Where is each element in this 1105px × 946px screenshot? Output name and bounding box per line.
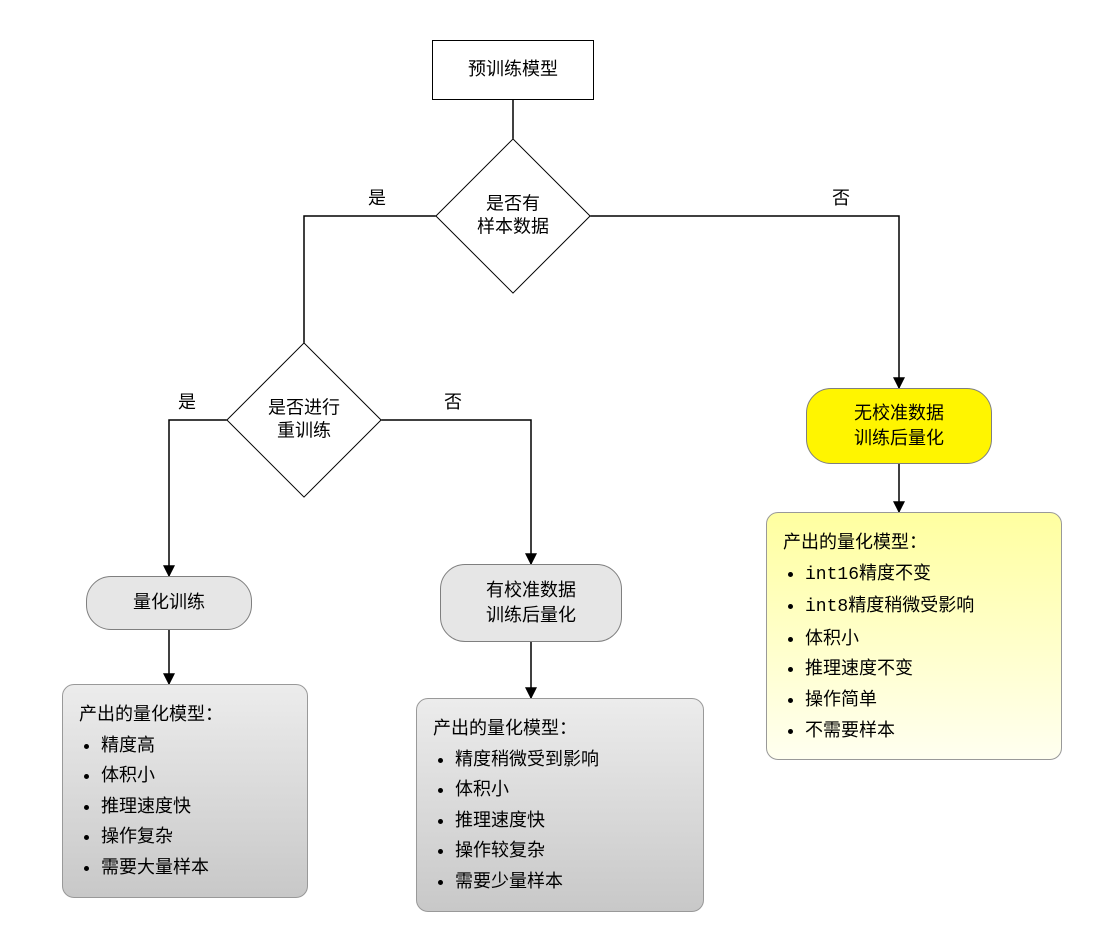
list-item: 体积小 (805, 623, 1045, 654)
node-decision-1-label: 是否有 样本数据 (477, 193, 549, 240)
list-item: 推理速度快 (101, 791, 291, 822)
list-item: 推理速度快 (455, 805, 687, 836)
edge (568, 216, 899, 388)
node-quant-training: 量化训练 (86, 576, 252, 630)
list-item: 体积小 (455, 774, 687, 805)
edge-label-no1: 否 (832, 184, 850, 210)
list-item: 需要少量样本 (455, 866, 687, 897)
infobox-calibrated-ptq: 产出的量化模型： 精度稍微受到影响体积小推理速度快操作较复杂需要少量样本 (416, 698, 704, 912)
node-decision-2: 是否进行 重训练 (249, 365, 359, 475)
node-quant-training-label: 量化训练 (133, 590, 205, 615)
node-start: 预训练模型 (432, 40, 594, 100)
node-calibrated-ptq-label: 有校准数据 训练后量化 (486, 578, 576, 628)
infobox-title: 产出的量化模型： (433, 713, 687, 744)
edge (169, 420, 249, 576)
list-item: int8精度稍微受影响 (805, 590, 1045, 623)
edge (359, 420, 531, 564)
flowchart-canvas: 预训练模型 是否有 样本数据 是否进行 重训练 量化训练 有校准数据 训练后量化… (0, 0, 1105, 946)
infobox-title: 产出的量化模型： (783, 527, 1045, 558)
list-item: 操作较复杂 (455, 835, 687, 866)
infobox-list: 精度稍微受到影响体积小推理速度快操作较复杂需要少量样本 (433, 744, 687, 897)
list-item: 操作复杂 (101, 821, 291, 852)
infobox-quant-training: 产出的量化模型： 精度高体积小推理速度快操作复杂需要大量样本 (62, 684, 308, 898)
list-item: 不需要样本 (805, 715, 1045, 746)
edge (304, 216, 458, 363)
infobox-list: 精度高体积小推理速度快操作复杂需要大量样本 (79, 730, 291, 883)
list-item: 推理速度不变 (805, 653, 1045, 684)
node-start-label: 预训练模型 (468, 57, 558, 82)
infobox-list: int16精度不变int8精度稍微受影响体积小推理速度不变操作简单不需要样本 (783, 558, 1045, 746)
node-decision-2-label: 是否进行 重训练 (268, 397, 340, 444)
list-item: 体积小 (101, 760, 291, 791)
list-item: 需要大量样本 (101, 852, 291, 883)
list-item: int16精度不变 (805, 558, 1045, 591)
node-decision-1: 是否有 样本数据 (458, 161, 568, 271)
node-uncalibrated-ptq: 无校准数据 训练后量化 (806, 388, 992, 464)
list-item: 精度高 (101, 730, 291, 761)
infobox-title: 产出的量化模型： (79, 699, 291, 730)
list-item: 操作简单 (805, 684, 1045, 715)
edge-label-no2: 否 (444, 388, 462, 414)
node-calibrated-ptq: 有校准数据 训练后量化 (440, 564, 622, 642)
node-uncalibrated-ptq-label: 无校准数据 训练后量化 (854, 401, 944, 451)
list-item: 精度稍微受到影响 (455, 744, 687, 775)
infobox-uncalibrated-ptq: 产出的量化模型： int16精度不变int8精度稍微受影响体积小推理速度不变操作… (766, 512, 1062, 760)
edge-label-yes2: 是 (178, 388, 196, 414)
edge-label-yes1: 是 (368, 184, 386, 210)
